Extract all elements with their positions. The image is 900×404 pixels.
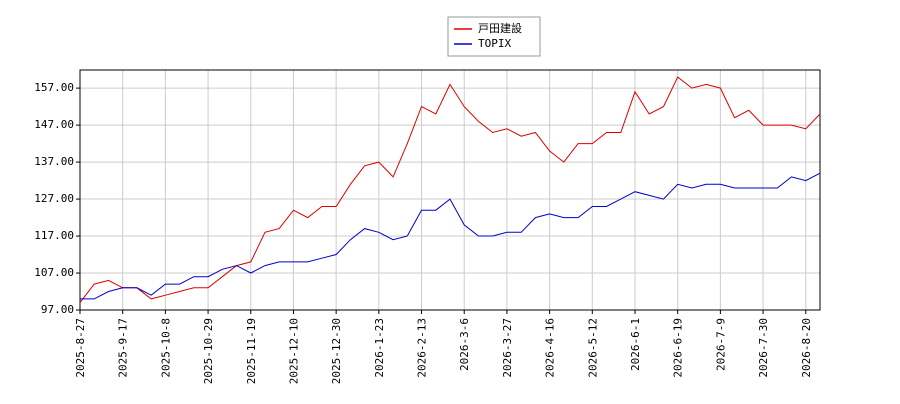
x-tick-label: 2025-12-30 xyxy=(330,318,343,384)
y-tick-label: 157.00 xyxy=(34,81,74,94)
x-tick-label: 2026-8-20 xyxy=(800,318,813,378)
x-tick-label: 2026-1-23 xyxy=(373,318,386,378)
x-tick-label: 2025-10-29 xyxy=(202,318,215,384)
legend: 戸田建設 TOPIX xyxy=(454,21,522,50)
legend-label: TOPIX xyxy=(478,37,511,50)
x-tick-label: 2026-4-16 xyxy=(544,318,557,378)
legend-box xyxy=(447,16,541,57)
series-line xyxy=(80,172,821,300)
y-tick-label: 137.00 xyxy=(34,155,74,168)
x-tick-label: 2026-2-13 xyxy=(416,318,429,378)
y-tick-label: 147.00 xyxy=(34,118,74,131)
x-tick-label: 2026-3-27 xyxy=(501,318,514,378)
x-tick-label: 2026-7-9 xyxy=(714,318,727,371)
x-tick-label: 2025-11-19 xyxy=(245,318,258,384)
x-tick-label: 2026-3-6 xyxy=(458,318,471,371)
y-tick-label: 117.00 xyxy=(34,229,74,242)
plot-frame xyxy=(79,69,821,311)
series-line xyxy=(79,76,821,303)
x-tick-label: 2026-6-19 xyxy=(672,318,685,378)
x-tick-label: 2026-5-12 xyxy=(586,318,599,378)
x-tick-label: 2025-10-8 xyxy=(159,318,172,378)
x-tick-label: 2026-6-1 xyxy=(629,318,642,371)
y-tick-label: 127.00 xyxy=(34,192,74,205)
x-tick-label: 2025-8-27 xyxy=(74,318,87,378)
legend-label: 戸田建設 xyxy=(478,21,522,35)
x-tick-label: 2025-12-10 xyxy=(287,318,300,384)
x-tick-label: 2025-9-17 xyxy=(117,318,130,378)
y-tick-label: 107.00 xyxy=(34,266,74,279)
y-tick-label: 97.00 xyxy=(41,303,74,316)
x-tick-label: 2026-7-30 xyxy=(757,318,770,378)
